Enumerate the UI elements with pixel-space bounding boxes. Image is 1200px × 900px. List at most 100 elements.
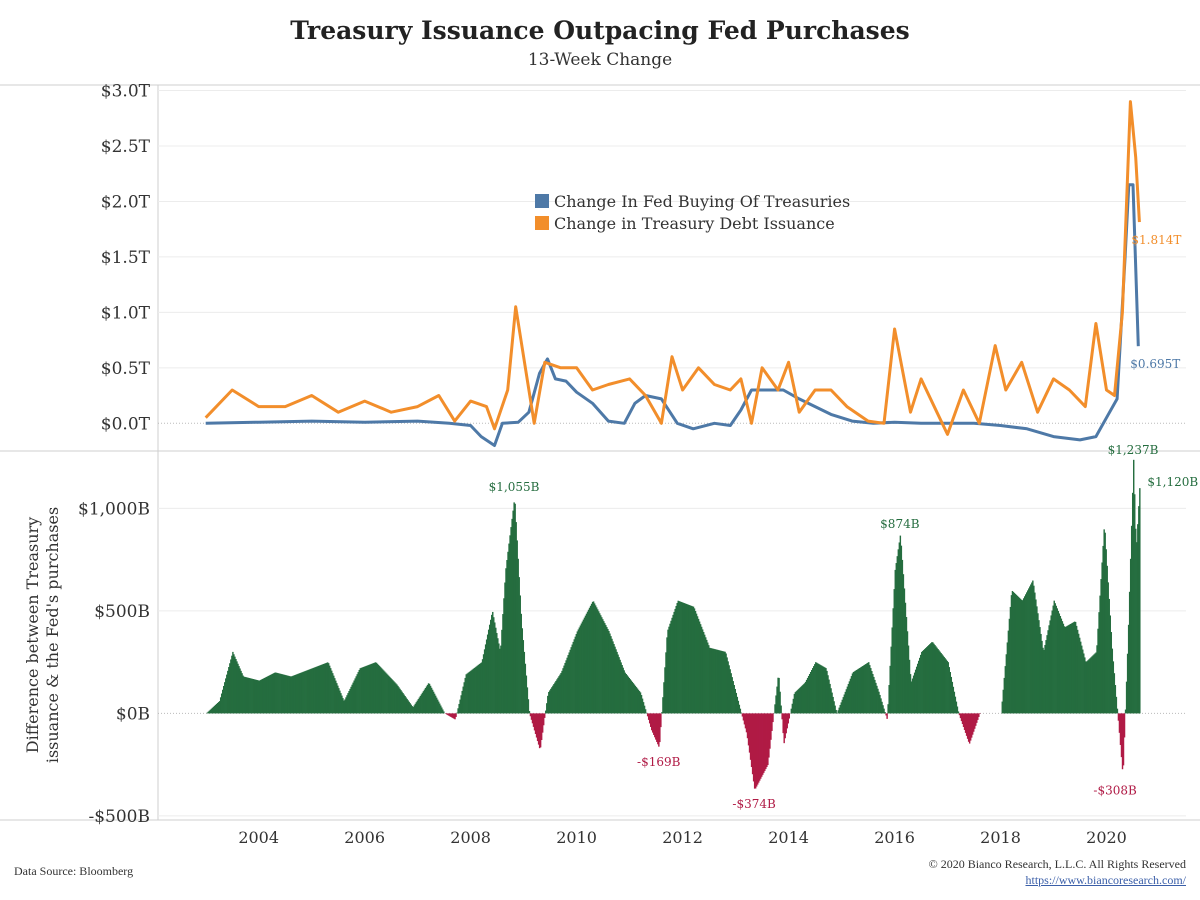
difference-bar: [768, 713, 770, 758]
difference-bar: [1124, 709, 1127, 714]
difference-bar: [772, 713, 774, 723]
difference-bar: [798, 688, 801, 714]
difference-bar: [555, 680, 557, 714]
difference-bar: [743, 713, 746, 725]
difference-bar: [626, 675, 628, 714]
difference-bar: [783, 713, 785, 744]
difference-bar: [619, 659, 621, 714]
legend-label-change-in-fed-buying-of-treasuries: Change In Fed Buying Of Treasuries: [554, 192, 850, 211]
difference-bar: [922, 650, 924, 714]
difference-bar: [518, 577, 520, 714]
difference-bar: [462, 686, 464, 714]
difference-bar: [611, 638, 613, 714]
difference-bar: [1099, 595, 1101, 714]
difference-bar: [902, 574, 905, 714]
difference-bar: [1065, 626, 1068, 714]
difference-bar: [600, 615, 602, 714]
difference-bar: [915, 666, 918, 714]
difference-bar: [354, 678, 356, 714]
difference-bar: [366, 665, 369, 714]
difference-bar: [210, 708, 213, 714]
difference-bar: [890, 646, 892, 714]
difference-bar: [730, 673, 732, 714]
difference-bar: [698, 621, 701, 714]
bottom-y-tick-label: $1,000B: [78, 499, 150, 519]
difference-bar: [838, 707, 840, 714]
difference-bar: [392, 680, 394, 714]
difference-bar: [334, 678, 336, 714]
difference-bar: [854, 670, 857, 714]
difference-bar: [345, 697, 347, 714]
difference-bar: [643, 705, 646, 714]
difference-bar: [595, 607, 598, 714]
difference-bar: [621, 665, 623, 714]
difference-bar: [222, 689, 224, 714]
difference-bar: [799, 687, 802, 714]
difference-bar: [1062, 623, 1065, 714]
difference-bar: [1068, 624, 1071, 714]
difference-bar: [1003, 677, 1006, 714]
difference-bar: [501, 629, 503, 714]
difference-bar: [492, 611, 494, 714]
difference-bar: [623, 670, 625, 714]
difference-bar: [869, 665, 871, 714]
difference-bar: [895, 563, 897, 714]
difference-bar: [325, 662, 328, 714]
difference-bar: [1084, 657, 1086, 714]
difference-bar: [481, 659, 484, 714]
website-link[interactable]: https://www.biancoresearch.com/: [1025, 873, 1186, 887]
difference-bar: [660, 713, 662, 728]
difference-bar: [376, 663, 379, 714]
difference-bar: [479, 663, 482, 714]
difference-bar: [1069, 623, 1072, 714]
difference-bar: [357, 672, 359, 714]
difference-bar: [207, 711, 210, 714]
difference-bar: [309, 669, 312, 714]
difference-bar: [274, 672, 277, 714]
difference-bar: [821, 665, 823, 714]
difference-bar: [550, 688, 552, 714]
difference-bar: [700, 626, 703, 714]
difference-bar: [547, 695, 549, 714]
difference-bar: [750, 713, 753, 768]
difference-bar: [925, 647, 927, 714]
difference-bar: [240, 670, 242, 714]
difference-bar: [749, 713, 752, 760]
difference-bar: [286, 675, 288, 714]
difference-bar: [968, 713, 971, 744]
difference-bar: [509, 535, 511, 714]
difference-bar: [367, 665, 370, 714]
difference-bar: [800, 686, 803, 714]
difference-bar: [486, 634, 489, 714]
difference-bar: [874, 679, 876, 714]
difference-bar: [425, 686, 428, 714]
difference-bar: [1023, 596, 1026, 714]
difference-bar: [364, 666, 367, 714]
difference-bar: [691, 606, 694, 714]
difference-bar: [1009, 606, 1012, 714]
difference-bar: [683, 603, 686, 714]
difference-bar: [1050, 615, 1052, 714]
difference-bar: [452, 713, 454, 719]
difference-bar: [208, 710, 211, 714]
difference-bar: [339, 690, 341, 714]
difference-bar: [882, 705, 884, 714]
difference-bar: [952, 686, 955, 714]
difference-bar: [724, 651, 726, 714]
difference-bar: [1064, 626, 1067, 714]
difference-bar: [576, 631, 579, 714]
difference-bar: [906, 631, 909, 714]
difference-bar: [843, 694, 846, 714]
difference-bar: [599, 613, 601, 714]
difference-bar: [279, 673, 281, 714]
difference-bar: [503, 598, 505, 714]
difference-bar: [1109, 615, 1111, 714]
difference-bar: [634, 685, 637, 714]
difference-bar: [649, 713, 652, 727]
difference-bar: [1097, 628, 1099, 714]
difference-bar: [913, 672, 916, 714]
difference-bar: [206, 712, 209, 714]
difference-bar: [1015, 594, 1018, 714]
difference-bar: [277, 673, 279, 714]
difference-bar: [689, 605, 692, 714]
